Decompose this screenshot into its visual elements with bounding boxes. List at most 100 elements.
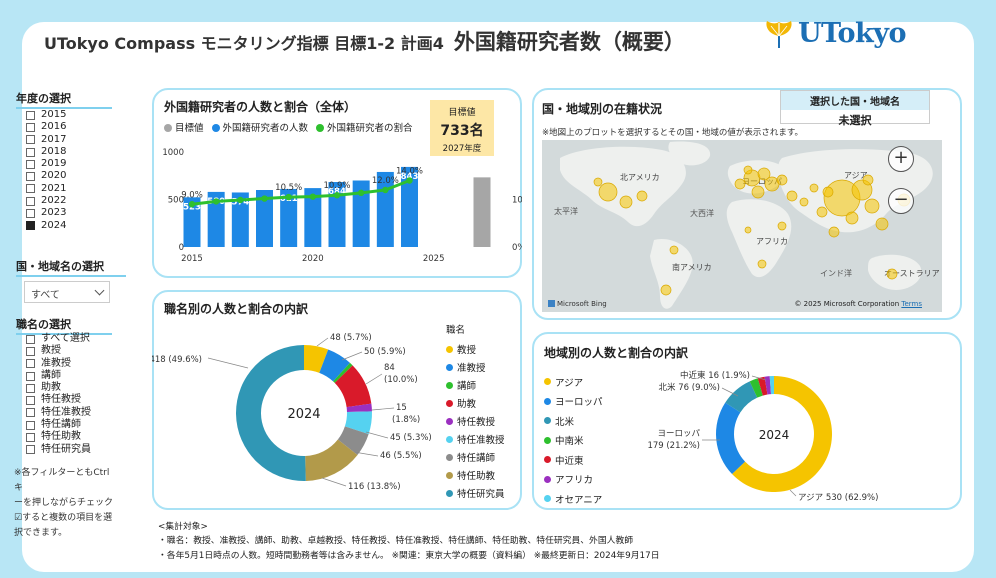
position-legend-item[interactable]: 特任教授 [446, 412, 505, 430]
region-dropdown[interactable]: すべて [24, 281, 110, 303]
map-bubble[interactable] [875, 217, 889, 231]
donut-slice-北米[interactable] [725, 381, 758, 413]
terms-link[interactable]: Terms [901, 300, 922, 308]
donut-slice-講師[interactable] [333, 362, 353, 383]
map-bubble[interactable] [799, 197, 809, 207]
year-checkbox[interactable] [26, 110, 35, 120]
position-checkbox[interactable] [26, 420, 35, 430]
map-bubble[interactable] [845, 211, 859, 225]
year-checkbox[interactable] [26, 135, 35, 145]
year-checkbox[interactable] [26, 209, 35, 219]
year-checkbox-item[interactable]: 2022 [26, 195, 66, 207]
donut-slice-ヨーロッパ[interactable] [716, 402, 746, 475]
map-bubbles[interactable] [593, 165, 911, 296]
map-bubble[interactable] [598, 182, 618, 202]
map-bubble[interactable] [734, 178, 746, 190]
region-legend-item[interactable]: ヨーロッパ [544, 392, 603, 412]
year-checkbox-item[interactable]: 2016 [26, 121, 66, 133]
donut-slice-特任講師[interactable] [337, 426, 369, 455]
donut-slice-助教[interactable] [334, 365, 372, 408]
map-bubble[interactable] [593, 177, 603, 187]
year-checkbox-item[interactable]: 2015 [26, 109, 66, 121]
map-bubble[interactable] [809, 183, 819, 193]
map-bubble[interactable] [786, 190, 798, 202]
region-legend-item[interactable]: アジア [544, 372, 603, 392]
position-checkbox[interactable] [26, 359, 35, 369]
position-legend-item[interactable]: 助教 [446, 394, 505, 412]
map-bubble[interactable] [751, 185, 765, 199]
position-legend-item[interactable]: 特任助教 [446, 466, 505, 484]
year-checkbox-item[interactable]: 2024 [26, 220, 66, 232]
position-checkbox-item[interactable]: すべて選択 [26, 333, 91, 345]
position-checkbox-item[interactable]: 特任准教授 [26, 407, 91, 419]
bar-2024[interactable] [401, 166, 418, 247]
world-map-canvas[interactable]: 北アメリカ ヨーロッパ アジア 大西洋 太平洋 アフリカ 南アメリカ インド洋 … [542, 140, 942, 312]
year-checkbox[interactable] [26, 122, 35, 132]
donut-slice-中南米[interactable] [749, 378, 763, 398]
donut-slice-准教授[interactable] [319, 349, 350, 382]
year-checkbox-item[interactable]: 2020 [26, 170, 66, 182]
map-bubble[interactable] [660, 284, 672, 296]
target-bar[interactable] [473, 177, 491, 247]
position-checkbox-item[interactable]: 助教 [26, 382, 91, 394]
year-checkbox[interactable] [26, 221, 35, 231]
bar-2018[interactable] [256, 190, 273, 247]
position-legend-item[interactable]: 講師 [446, 376, 505, 394]
ratio-point[interactable] [333, 192, 341, 199]
donut-slice-教授[interactable] [304, 345, 329, 373]
year-checkbox[interactable] [26, 159, 35, 169]
ratio-point[interactable] [237, 196, 244, 204]
position-checkbox[interactable] [26, 408, 35, 418]
ratio-point[interactable] [357, 189, 365, 197]
donut-slice-特任教授[interactable] [346, 403, 372, 412]
map-bubble[interactable] [743, 165, 753, 175]
year-checkbox[interactable] [26, 172, 35, 182]
map-bubble[interactable] [822, 186, 834, 198]
donut-slice-アフリカ[interactable] [764, 376, 772, 395]
map-bubble[interactable] [744, 226, 752, 234]
bar-2022[interactable] [352, 180, 370, 248]
bar-2019[interactable] [280, 188, 298, 247]
ratio-point[interactable] [406, 177, 413, 184]
map-bubble[interactable] [757, 259, 767, 269]
position-legend-item[interactable]: 特任研究員 [446, 484, 505, 502]
bar-2015[interactable] [183, 197, 201, 247]
map-bubble[interactable] [862, 174, 874, 186]
bar-2021[interactable] [328, 182, 346, 247]
year-checkbox-item[interactable]: 2023 [26, 207, 66, 219]
position-checkbox[interactable] [26, 433, 35, 443]
ratio-point[interactable] [309, 193, 317, 200]
donut-slice-特任研究員[interactable] [236, 345, 306, 481]
region-legend-item[interactable]: アフリカ [544, 470, 603, 490]
position-checkbox-item[interactable]: 特任教授 [26, 394, 91, 406]
year-checkbox[interactable] [26, 147, 35, 157]
position-checkbox-item[interactable]: 准教授 [26, 358, 91, 370]
bar-2016[interactable] [207, 191, 225, 247]
year-checkbox-item[interactable]: 2018 [26, 146, 66, 158]
ratio-point[interactable] [188, 201, 196, 208]
map-bubble[interactable] [886, 268, 898, 280]
position-checkbox[interactable] [26, 346, 35, 356]
map-bubble[interactable] [828, 226, 840, 238]
world-map[interactable]: 北アメリカ ヨーロッパ アジア 大西洋 太平洋 アフリカ 南アメリカ インド洋 … [542, 140, 942, 312]
position-checkbox-item[interactable]: 特任研究員 [26, 444, 91, 456]
map-bubble[interactable] [619, 195, 633, 209]
year-checkbox-item[interactable]: 2017 [26, 134, 66, 146]
year-checkbox-item[interactable]: 2021 [26, 183, 66, 195]
map-bubble[interactable] [636, 190, 648, 202]
bar-2020[interactable] [304, 188, 322, 247]
region-legend-item[interactable]: 中近東 [544, 450, 603, 470]
position-checkbox[interactable] [26, 383, 35, 393]
year-checkbox[interactable] [26, 196, 35, 206]
ratio-point[interactable] [261, 195, 268, 202]
year-checkbox[interactable] [26, 184, 35, 194]
position-checkbox[interactable] [26, 334, 35, 344]
zoom-in-button[interactable]: + [888, 146, 914, 172]
position-legend-item[interactable]: 特任講師 [446, 448, 505, 466]
bar-2017[interactable] [231, 192, 249, 247]
donut-slice-オセアニア[interactable] [769, 376, 774, 395]
position-checkbox[interactable] [26, 445, 35, 455]
map-bubble[interactable] [816, 206, 828, 218]
zoom-out-button[interactable]: − [888, 188, 914, 214]
region-legend-item[interactable]: 北米 [544, 411, 603, 431]
